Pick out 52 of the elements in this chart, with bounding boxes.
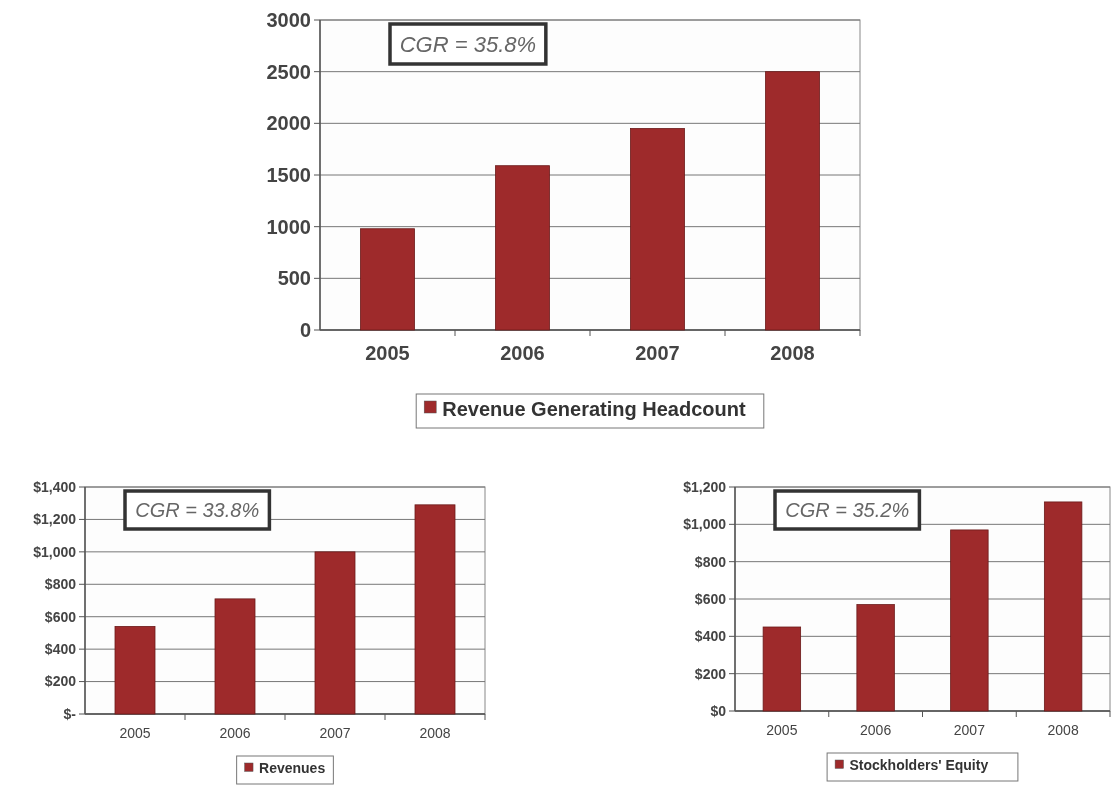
bar: [414, 504, 456, 715]
y-tick-label: $200: [44, 673, 77, 690]
legend-label: Revenues: [259, 760, 326, 777]
x-tick-label: 2005: [766, 722, 798, 738]
y-tick-label: $-: [63, 705, 77, 722]
x-tick-label: 2006: [860, 722, 892, 738]
bar: [1043, 501, 1083, 712]
y-tick-label: 2000: [266, 112, 311, 135]
bar: [495, 165, 550, 331]
y-tick-label: $0: [710, 702, 727, 719]
y-tick-label: $1,400: [33, 478, 77, 495]
x-tick-label: 2006: [500, 342, 545, 364]
y-tick-label: 3000: [266, 9, 311, 31]
x-tick-label: 2008: [770, 342, 815, 364]
y-tick-label: 1000: [266, 215, 311, 238]
y-tick-label: $600: [44, 608, 77, 625]
bar: [950, 529, 989, 712]
y-tick-label: $600: [694, 590, 727, 607]
y-tick-label: 0: [299, 319, 311, 341]
y-tick-label: 500: [277, 267, 311, 290]
x-tick-label: 2007: [953, 722, 986, 738]
x-tick-label: 2008: [1047, 722, 1079, 738]
bar: [856, 604, 895, 712]
annotation: CGR = 35.2%: [785, 499, 910, 521]
bar: [114, 626, 156, 715]
legend-label: Stockholders' Equity: [849, 757, 989, 774]
annotation: CGR = 35.8%: [399, 31, 537, 57]
y-tick-label: $800: [44, 576, 77, 593]
y-tick-label: $200: [694, 665, 727, 682]
annotation: CGR = 33.8%: [135, 499, 260, 521]
bar: [314, 551, 356, 715]
y-tick-label: $800: [694, 553, 727, 570]
legend-label: Revenue Generating Headcount: [442, 398, 746, 420]
bar: [765, 71, 820, 331]
y-tick-label: $1,200: [683, 478, 727, 495]
bar: [214, 598, 256, 715]
x-tick-label: 2006: [219, 725, 251, 741]
y-tick-label: $400: [44, 641, 77, 658]
x-tick-label: 2005: [365, 342, 410, 364]
y-tick-label: 1500: [266, 164, 311, 186]
x-tick-label: 2007: [319, 725, 351, 741]
x-tick-label: 2005: [119, 725, 151, 741]
bar: [360, 228, 415, 331]
bar: [762, 626, 802, 712]
y-tick-label: 2500: [266, 60, 311, 83]
y-tick-label: $400: [694, 628, 727, 645]
bar: [630, 128, 685, 331]
y-tick-label: $1,200: [33, 511, 77, 528]
y-tick-label: $1,000: [683, 516, 727, 533]
y-tick-label: $1,000: [33, 543, 77, 560]
x-tick-label: 2008: [419, 725, 451, 741]
x-tick-label: 2007: [635, 342, 680, 364]
